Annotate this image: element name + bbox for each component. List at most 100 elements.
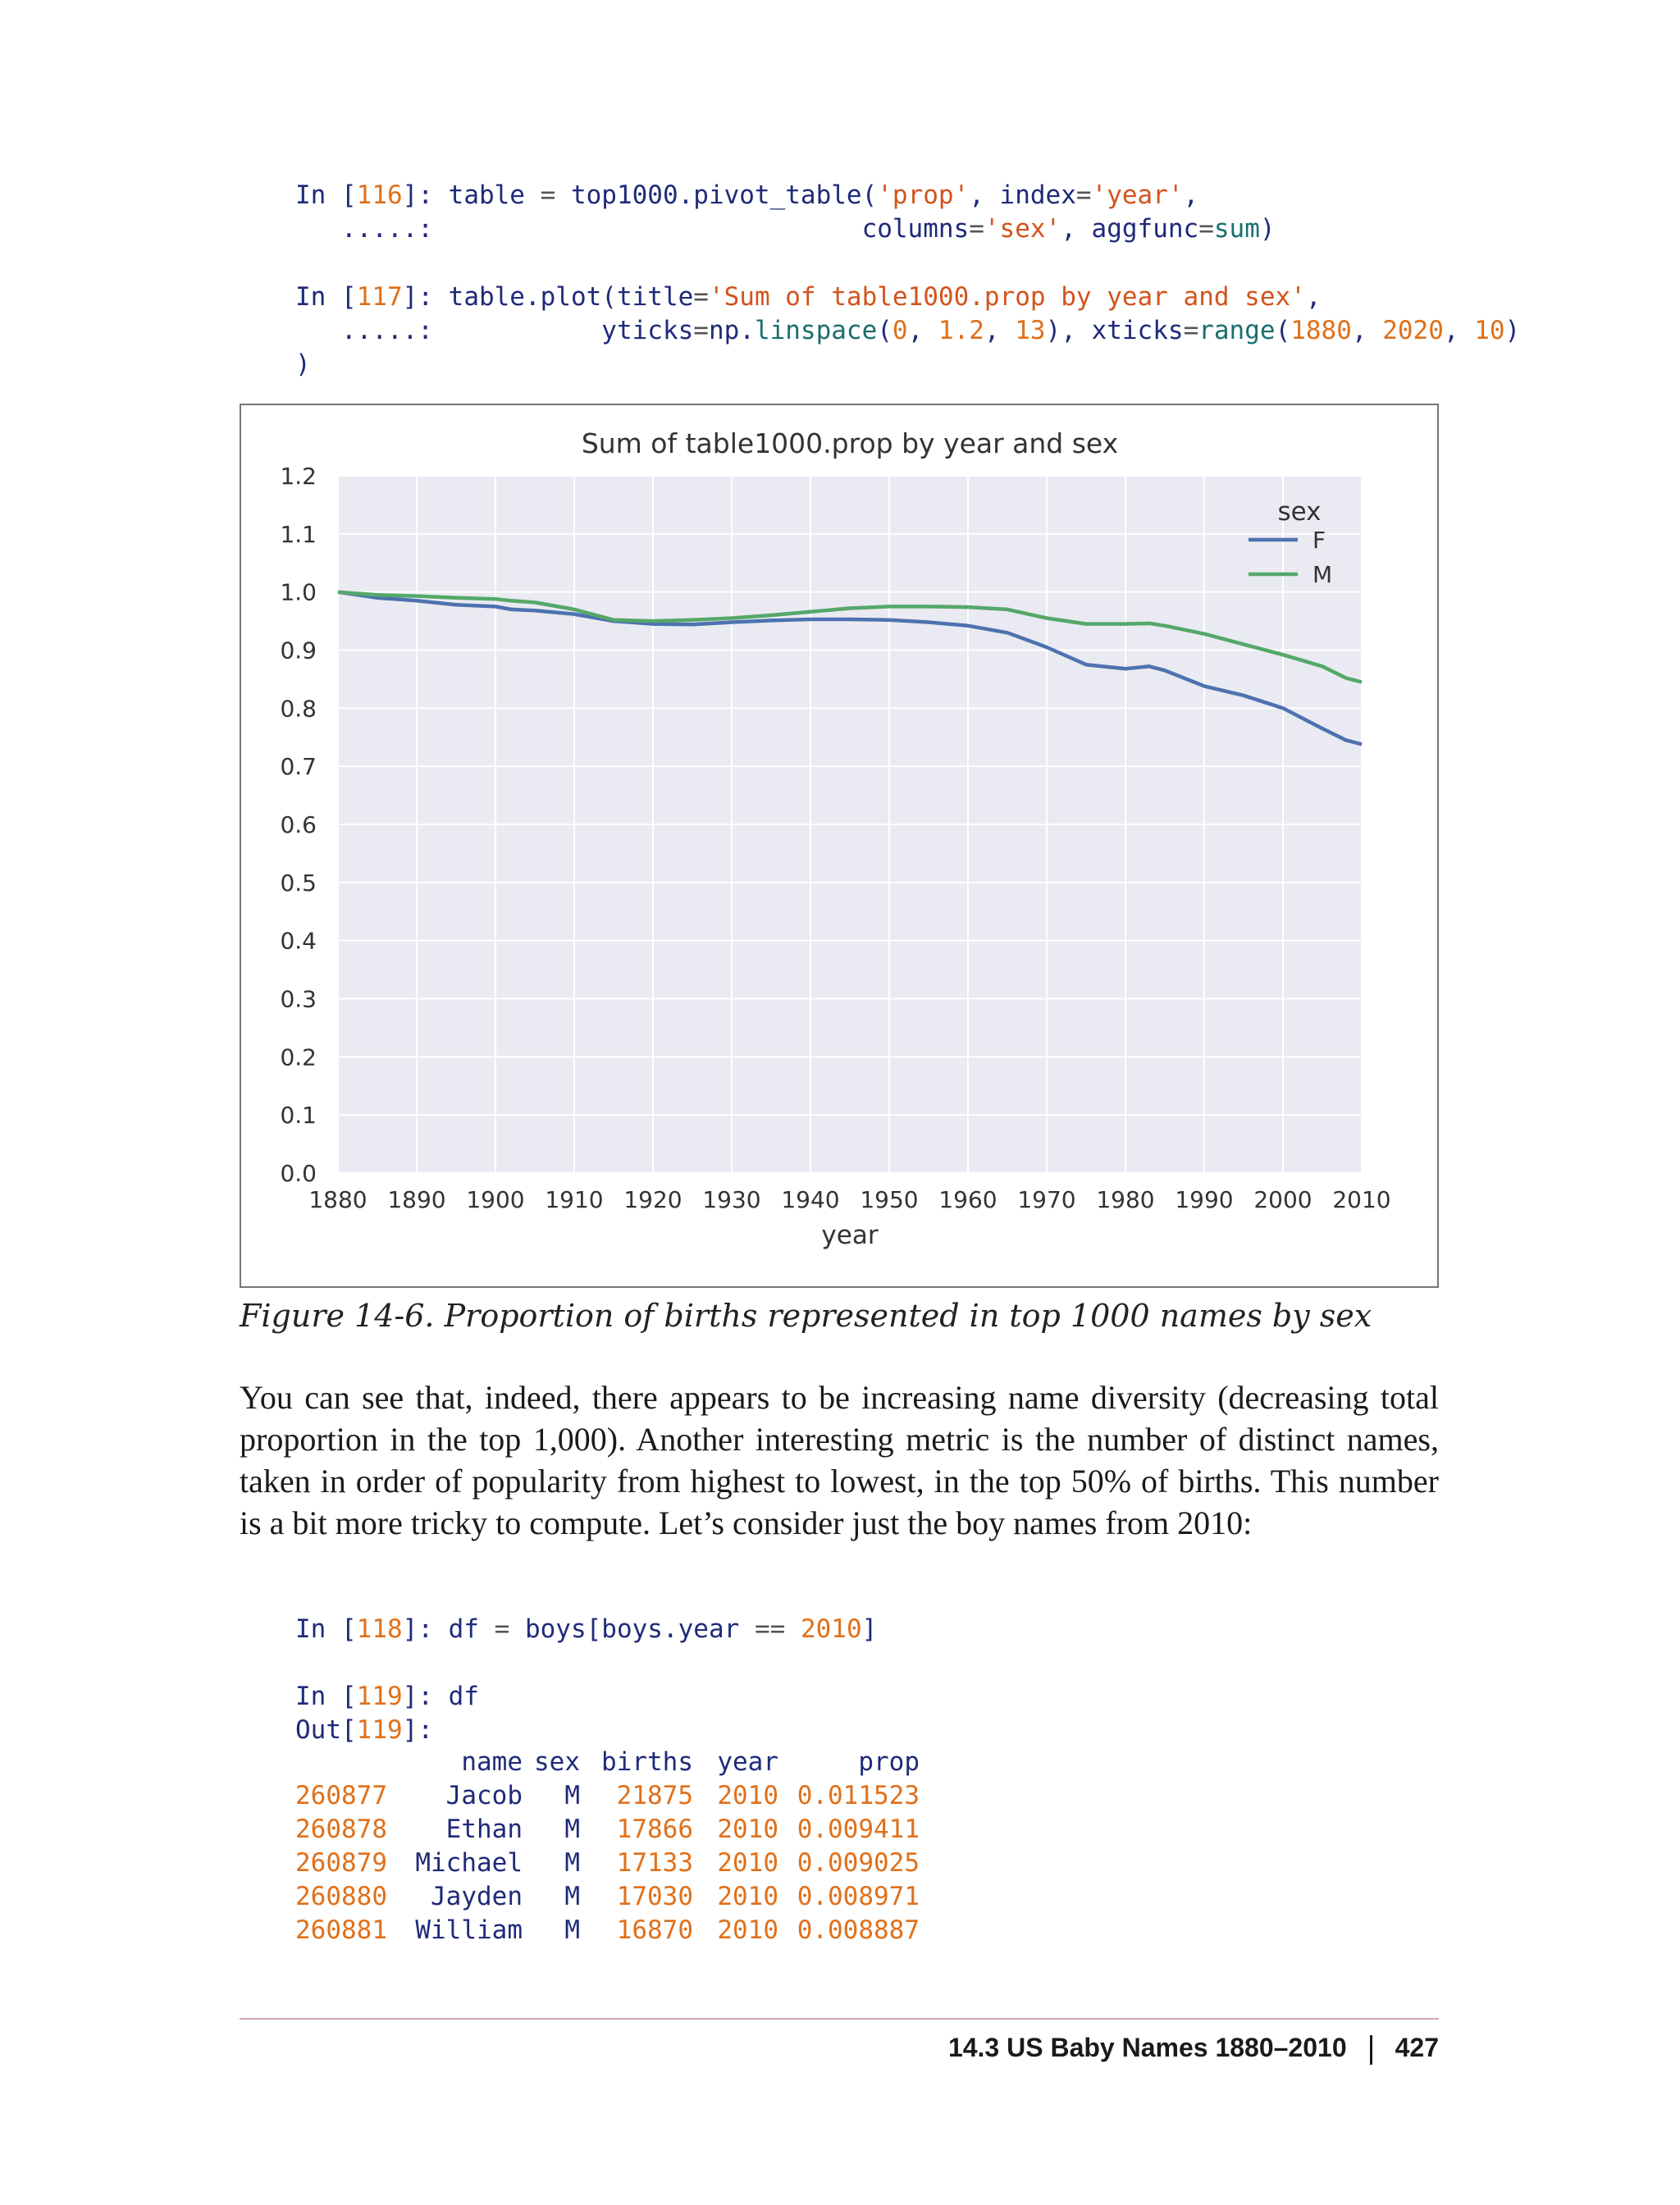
code-token: 2010 bbox=[800, 1614, 862, 1644]
code-token: , bbox=[907, 316, 938, 345]
code-token: range bbox=[1198, 316, 1276, 345]
code-token: ( bbox=[1275, 316, 1291, 345]
code-line-in117-2: .....: yticks=np.linspace(0, 1.2, 13), x… bbox=[295, 314, 1520, 348]
code-token: linspace bbox=[754, 316, 878, 345]
code-token: 'Sum of table1000.prop by year and sex' bbox=[708, 282, 1306, 312]
code-token: , bbox=[1351, 316, 1383, 345]
code-token: = bbox=[1198, 214, 1214, 244]
code-token: = bbox=[693, 316, 709, 345]
cell-index: 260881 bbox=[295, 1915, 387, 1945]
code-token: , bbox=[1183, 180, 1199, 210]
table-row: 260879 Michael M 17133 2010 0.009025 bbox=[295, 1847, 920, 1880]
y-tick-label: 0.1 bbox=[280, 1102, 317, 1129]
y-tick-label: 0.3 bbox=[280, 986, 317, 1013]
x-tick-label: 1900 bbox=[466, 1186, 524, 1213]
code-token: 117 bbox=[356, 282, 403, 312]
cell-name: Jacob bbox=[445, 1781, 523, 1810]
cell-prop: 0.009025 bbox=[797, 1848, 920, 1878]
code-token: ] bbox=[861, 1614, 878, 1644]
legend-title: sex bbox=[1277, 497, 1321, 527]
code-token: sum bbox=[1213, 214, 1260, 244]
x-axis-label: year bbox=[821, 1221, 878, 1250]
index-header bbox=[295, 1746, 409, 1779]
code-token: boys[boys.year bbox=[524, 1614, 755, 1644]
x-tick-label: 2010 bbox=[1332, 1186, 1390, 1213]
page-number: 427 bbox=[1395, 2033, 1439, 2062]
cell-name: Ethan bbox=[445, 1815, 523, 1844]
code-token: = bbox=[1075, 180, 1092, 210]
code-token: = bbox=[693, 282, 709, 312]
cell-sex: M bbox=[564, 1781, 580, 1810]
cell-year: 2010 bbox=[717, 1882, 778, 1911]
code-token: Out[ bbox=[295, 1715, 357, 1745]
cell-prop: 0.011523 bbox=[797, 1781, 920, 1810]
cell-sex: M bbox=[564, 1815, 580, 1844]
code-line-in116-1: In [116]: table = top1000.pivot_table('p… bbox=[295, 179, 1198, 212]
cell-year: 2010 bbox=[717, 1915, 778, 1945]
column-header: prop bbox=[858, 1747, 920, 1777]
y-tick-label: 0.2 bbox=[280, 1043, 317, 1071]
code-token: = bbox=[494, 1614, 525, 1644]
cell-year: 2010 bbox=[717, 1781, 778, 1810]
y-tick-label: 1.2 bbox=[280, 463, 317, 490]
code-token: , aggfunc bbox=[1061, 214, 1199, 244]
cell-prop: 0.008971 bbox=[797, 1882, 920, 1911]
table-row: 260877 Jacob M 21875 2010 0.011523 bbox=[295, 1779, 920, 1813]
code-token: , bbox=[984, 316, 1016, 345]
code-token: 1.2 bbox=[938, 316, 984, 345]
y-tick-label: 0.9 bbox=[280, 637, 317, 664]
code-token: top1000.pivot_table( bbox=[570, 180, 878, 210]
x-tick-label: 1890 bbox=[387, 1186, 445, 1213]
footer-section-title: 14.3 US Baby Names 1880–2010 bbox=[947, 2033, 1347, 2062]
x-tick-label: 1930 bbox=[702, 1186, 760, 1213]
code-line-in116-2: .....: columns='sex', aggfunc=sum) bbox=[295, 212, 1276, 246]
column-header: name bbox=[461, 1747, 523, 1777]
x-tick-label: 1920 bbox=[623, 1186, 682, 1213]
cell-index: 260878 bbox=[295, 1815, 387, 1844]
code-token: 119 bbox=[356, 1715, 403, 1745]
code-token: ) bbox=[1259, 214, 1276, 244]
code-line-in118: In [118]: df = boys[boys.year == 2010] bbox=[295, 1613, 877, 1646]
series-line-M bbox=[337, 590, 1363, 684]
code-token: ) bbox=[1504, 316, 1521, 345]
code-token: ( bbox=[877, 316, 892, 345]
code-token: ]: bbox=[402, 1715, 433, 1745]
footer-separator bbox=[1369, 2034, 1372, 2065]
code-token: ]: bbox=[402, 1682, 449, 1711]
code-token: 13 bbox=[1015, 316, 1046, 345]
code-token: ]: bbox=[402, 1614, 449, 1644]
cell-name: Jayden bbox=[431, 1882, 523, 1911]
cell-index: 260880 bbox=[295, 1882, 387, 1911]
code-token: = bbox=[540, 180, 571, 210]
footer-rule bbox=[240, 2018, 1439, 2020]
y-tick-label: 0.5 bbox=[280, 870, 317, 897]
table-row: 260880 Jayden M 17030 2010 0.008971 bbox=[295, 1880, 920, 1914]
code-token: df bbox=[448, 1682, 479, 1711]
code-token: np. bbox=[708, 316, 755, 345]
cell-prop: 0.009411 bbox=[797, 1815, 920, 1844]
figure-caption: Figure 14-6. Proportion of births repres… bbox=[240, 1298, 1372, 1334]
code-line-in119: In [119]: df bbox=[295, 1680, 479, 1714]
code-token: .....: bbox=[295, 214, 433, 244]
legend-label-M: M bbox=[1312, 561, 1332, 588]
chart-title: Sum of table1000.prop by year and sex bbox=[582, 427, 1118, 459]
cell-births: 17133 bbox=[616, 1848, 693, 1878]
code-token: df bbox=[448, 1614, 495, 1644]
figure-frame: 0.0 0.1 0.2 0.3 0.4 0.5 0.6 0.7 0.8 0.9 1.0 1.1 1.2 1… bbox=[240, 404, 1439, 1288]
table-header-row: name sex births year prop bbox=[295, 1746, 920, 1779]
code-token: , bbox=[1305, 282, 1322, 312]
x-tick-label: 1980 bbox=[1096, 1186, 1154, 1213]
y-tick-label: 0.0 bbox=[280, 1160, 317, 1187]
code-token: 1880 bbox=[1290, 316, 1352, 345]
column-header: births bbox=[601, 1747, 693, 1777]
y-tick-label: 0.6 bbox=[280, 811, 317, 838]
code-token: table.plot(title bbox=[448, 282, 694, 312]
code-line-in117-1: In [117]: table.plot(title='Sum of table… bbox=[295, 281, 1322, 314]
column-header: year bbox=[717, 1747, 778, 1777]
code-token: 118 bbox=[356, 1614, 403, 1644]
line-chart: 0.0 0.1 0.2 0.3 0.4 0.5 0.6 0.7 0.8 0.9 1.0 1.1 1.2 1… bbox=[280, 427, 1390, 1250]
cell-sex: M bbox=[564, 1915, 580, 1945]
code-token: 119 bbox=[356, 1682, 403, 1711]
code-token: yticks bbox=[432, 316, 694, 345]
code-token: , bbox=[1443, 316, 1475, 345]
